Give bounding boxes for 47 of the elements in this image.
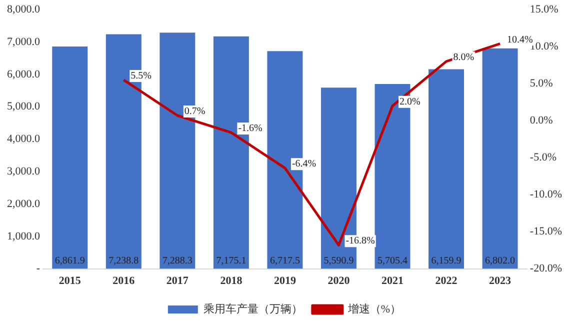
y-tick-label: 4,000.0 [7, 133, 40, 146]
data-label: 6,717.5 [270, 255, 300, 266]
y-tick-label: - [36, 262, 40, 275]
data-label: 10.4% [507, 34, 533, 46]
data-label: 6,861.9 [54, 255, 85, 266]
data-label: 5,590.9 [324, 255, 354, 266]
y-tick-label: 7,000.0 [7, 36, 40, 48]
y-tick-label: 6,000.0 [7, 68, 40, 80]
data-label: 5.5% [130, 70, 152, 82]
legend-label: 乘用车产量（万辆） [203, 302, 302, 316]
data-label: 6,159.9 [431, 255, 462, 266]
data-label: -16.8% [346, 236, 375, 247]
data-label: 7,175.1 [216, 255, 246, 266]
y2-tick-label: 0.0% [530, 114, 553, 127]
data-label: 8.0% [453, 52, 474, 64]
y-tick-label: 5,000.0 [7, 100, 40, 113]
y-tick-label: 3,000.0 [7, 165, 40, 178]
bar [482, 48, 518, 269]
legend-label: 增速（%） [346, 302, 402, 316]
x-tick-label: 2023 [489, 275, 512, 288]
data-label: -6.4% [292, 158, 316, 170]
y2-tick-label: -10.0% [530, 188, 562, 201]
x-tick-label: 2022 [435, 275, 458, 288]
data-label: 2.0% [400, 96, 420, 108]
x-tick-label: 2019 [274, 275, 296, 288]
y2-tick-label: 15.0% [530, 3, 558, 16]
x-tick-label: 2020 [328, 275, 350, 288]
bar [52, 46, 88, 269]
y-tick-label: 8,000.0 [7, 3, 40, 16]
data-label: 7,238.8 [108, 255, 139, 266]
y-tick-label: 1,000.0 [7, 230, 40, 242]
data-label: 7,288.3 [162, 255, 192, 266]
x-tick-label: 2015 [58, 275, 82, 288]
y2-tick-label: -15.0% [530, 226, 562, 238]
data-label: -1.6% [238, 123, 262, 134]
data-label: 0.7% [184, 106, 206, 118]
y2-tick-label: -5.0% [530, 152, 556, 164]
data-label: 5,705.4 [378, 255, 408, 266]
x-tick-label: 2017 [166, 275, 189, 288]
x-tick-label: 2016 [112, 275, 136, 288]
bar [428, 69, 464, 269]
y2-tick-label: -20.0% [530, 262, 562, 275]
x-tick-label: 2018 [220, 275, 243, 288]
data-label: 6,802.0 [485, 255, 516, 266]
y-tick-label: 2,000.0 [7, 198, 40, 210]
x-tick-label: 2021 [382, 275, 404, 288]
y2-tick-label: 5.0% [530, 78, 553, 90]
